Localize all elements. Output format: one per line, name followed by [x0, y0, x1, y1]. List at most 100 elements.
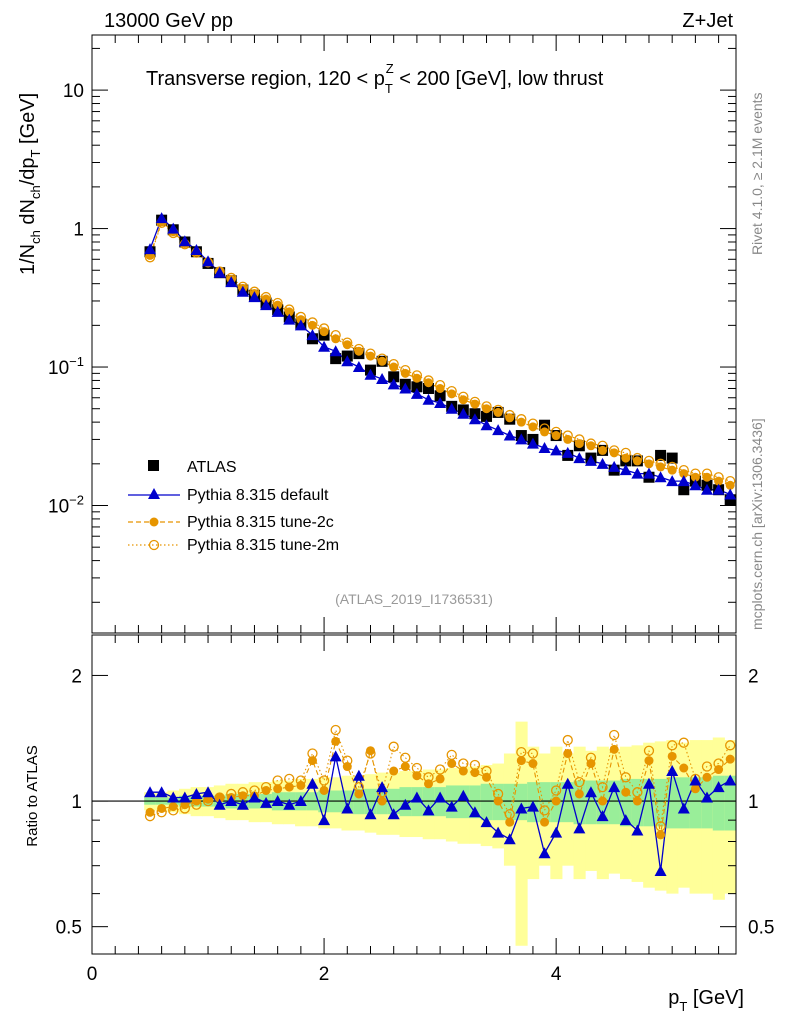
ratio-tune2c-point [377, 796, 387, 806]
ratio-default-point [283, 798, 296, 810]
tune2c-data-point [435, 383, 445, 393]
atlas-data-point [388, 371, 400, 383]
series-line-default [149, 216, 731, 496]
ratio-stat-uncertainty-band [457, 785, 470, 819]
tune2c-data-point [656, 462, 666, 472]
ratio-tune2c-point [354, 789, 364, 799]
legend-tune2c-label: Pythia 8.315 tune-2c [187, 514, 334, 531]
tune2c-data-point [528, 422, 538, 432]
tune2c-data-point [273, 300, 283, 310]
default-data-point [213, 266, 226, 278]
tune2c-data-point [574, 439, 584, 449]
ratio-tune2m-point [330, 724, 341, 736]
ratio-tune2c-point [586, 759, 596, 769]
atlas-data-point [666, 452, 678, 464]
ratio-tune2c-point [261, 785, 271, 795]
ratio-default-point [399, 798, 412, 810]
tune2c-data-point [377, 356, 387, 366]
ratio-tune2c-point [458, 766, 468, 776]
ratio-default-point [468, 806, 481, 818]
main-series-group [144, 212, 736, 506]
default-data-point [561, 446, 574, 458]
ratio-tune2m-point [667, 740, 678, 751]
ratio-tune2c-point [679, 763, 689, 773]
default-data-point [526, 437, 539, 449]
ratio-tune2c-point [574, 789, 584, 799]
main-frame [91, 34, 737, 634]
ratio-default-point [434, 791, 447, 803]
energy-label: 13000 GeV pp [104, 10, 233, 32]
ratio-default-point [712, 781, 725, 793]
ratio-tune2c-point [690, 784, 700, 794]
ratio-default-point [631, 824, 644, 836]
ratio-default-point [445, 800, 458, 812]
ratio-default-point [608, 781, 621, 793]
default-data-point [422, 393, 435, 405]
tune2c-data-point [586, 441, 596, 451]
x-tick-label: 0 [87, 964, 98, 985]
ratio-tune2c-point [342, 762, 352, 772]
ratio-default-point [689, 774, 702, 786]
tune2c-data-point [563, 434, 573, 444]
ratio-y-tick-label: 0.5 [56, 918, 82, 939]
tune2c-data-point [632, 456, 642, 466]
tune2c-data-point [493, 407, 503, 417]
ratio-tune2m-point [434, 764, 446, 775]
ratio-tune2c-point [551, 796, 561, 806]
tune2c-data-point [621, 453, 631, 463]
default-data-point [294, 319, 307, 331]
ratio-stat-uncertainty-band [654, 778, 667, 827]
ratio-tune2m-point [539, 805, 550, 816]
ratio-tune2c-point [168, 802, 178, 812]
default-data-point [619, 464, 632, 476]
ratio-y-tick-label-right: 1 [748, 792, 759, 813]
tune2c-data-point [725, 480, 735, 490]
ratio-frame [91, 634, 737, 955]
default-data-point [468, 413, 481, 425]
ratio-stat-uncertainty-band [677, 777, 691, 829]
ratio-tune2c-point [644, 756, 654, 766]
tune2c-data-point [447, 389, 457, 399]
default-data-point [364, 368, 377, 380]
default-data-point [538, 442, 551, 454]
default-data-point [573, 452, 586, 464]
default-data-point [654, 471, 667, 483]
ratio-default-point [550, 826, 563, 838]
ratio-stat-uncertainty-band [469, 785, 482, 819]
tune2c-data-point [679, 469, 689, 479]
ratio-default-point [526, 800, 539, 812]
default-data-point [260, 299, 273, 311]
ratio-default-point [457, 789, 470, 801]
tune2c-data-point [354, 346, 364, 356]
ratio-tune2m-point [725, 740, 736, 751]
ratio-default-point [387, 808, 400, 820]
ratio-default-point [724, 774, 736, 786]
default-data-point [515, 433, 528, 445]
default-data-point [596, 457, 609, 469]
default-data-point [608, 460, 621, 472]
ratio-tune2c-point [400, 762, 410, 772]
ratio-tune2m-point [701, 761, 713, 772]
ratio-tune2c-point [157, 803, 167, 813]
tune2c-data-point [412, 373, 422, 383]
ratio-tune2m-point [643, 745, 655, 756]
ratio-tune2m-point [388, 741, 399, 752]
ratio-default-point [700, 791, 713, 803]
legend-atlas-label: ATLAS [187, 459, 237, 476]
default-data-point [584, 454, 597, 466]
default-data-point [155, 212, 168, 224]
legend-atlas-marker [148, 460, 159, 471]
ratio-y-tick-label: 1 [71, 792, 82, 813]
tune2c-data-point [261, 294, 271, 304]
legend-default-marker [148, 488, 160, 499]
tune2c-data-point [470, 399, 480, 409]
tune2c-data-point [690, 472, 700, 482]
ratio-stat-uncertainty-band [561, 782, 575, 823]
ratio-default-point [654, 864, 667, 876]
ratio-tune2c-point [714, 765, 724, 775]
ratio-default-point [584, 786, 597, 798]
tune2c-data-point [540, 427, 550, 437]
default-data-point [677, 475, 690, 487]
atlas-data-point [423, 382, 435, 394]
